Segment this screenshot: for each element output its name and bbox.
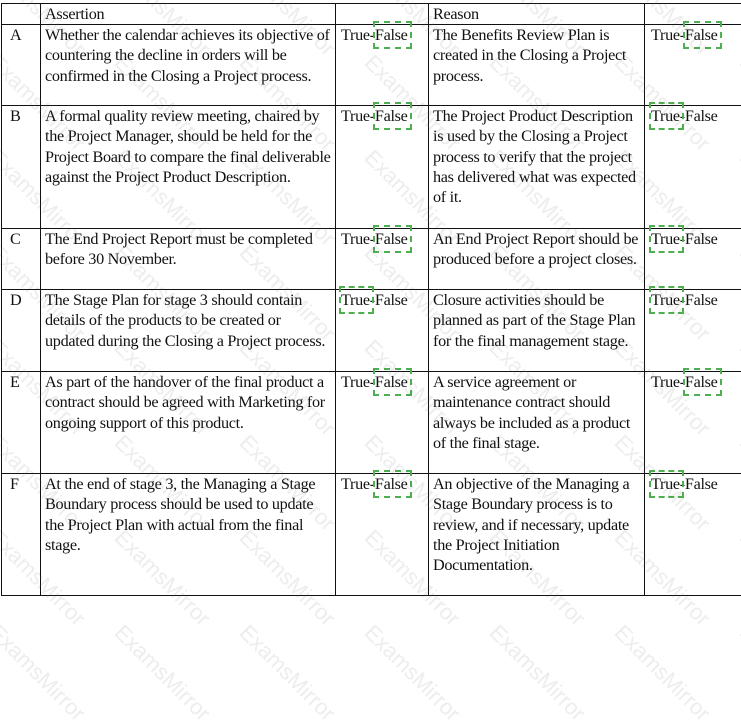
assertion-text: The Stage Plan for stage 3 should contai… (41, 290, 336, 372)
assertion-text: At the end of stage 3, the Managing a St… (41, 474, 336, 596)
assertion-text: A formal quality review meeting, chaired… (41, 106, 336, 229)
reason-text: An End Project Report should be produced… (429, 229, 645, 290)
row-letter: B (2, 106, 41, 229)
option-false[interactable]: False (375, 372, 408, 392)
option-true[interactable]: True (341, 474, 370, 494)
option-true[interactable]: True (341, 25, 370, 45)
assertion-text: The End Project Report must be completed… (41, 229, 336, 290)
option-false[interactable]: False (375, 229, 408, 249)
header-row: Assertion Reason (2, 4, 741, 25)
assertion-answer: True-False (336, 106, 429, 229)
option-false[interactable]: False (375, 290, 408, 310)
option-true[interactable]: True (341, 229, 370, 249)
option-false[interactable]: False (685, 106, 718, 126)
option-true[interactable]: True (341, 372, 370, 392)
watermark-text: ExamsMirror (0, 620, 91, 726)
option-false[interactable]: False (685, 290, 718, 310)
option-true[interactable]: True (651, 372, 680, 392)
watermark-text: ExamsMirror (234, 620, 341, 726)
assertion-text: As part of the handover of the final pro… (41, 372, 336, 474)
true-false-choice[interactable]: True-False (651, 372, 718, 392)
header-assertion: Assertion (41, 4, 336, 25)
reason-answer: True-False (645, 372, 741, 474)
option-true[interactable]: True (651, 474, 680, 494)
option-false[interactable]: False (375, 25, 408, 45)
table-row: D The Stage Plan for stage 3 should cont… (2, 290, 741, 372)
assertion-text: Whether the calendar achieves its object… (41, 25, 336, 106)
table-row: B A formal quality review meeting, chair… (2, 106, 741, 229)
table-row: F At the end of stage 3, the Managing a … (2, 474, 741, 596)
reason-text: The Project Product Description is used … (429, 106, 645, 229)
reason-answer: True-False (645, 474, 741, 596)
reason-answer: True-False (645, 25, 741, 106)
assertion-reason-table: Assertion Reason A Whether the calendar … (1, 3, 741, 596)
assertion-answer: True-False (336, 474, 429, 596)
option-true[interactable]: True (651, 106, 680, 126)
reason-answer: True-False (645, 229, 741, 290)
row-letter: A (2, 25, 41, 106)
reason-answer: True-False (645, 106, 741, 229)
assertion-answer: True-False (336, 372, 429, 474)
option-true[interactable]: True (651, 290, 680, 310)
true-false-choice[interactable]: True-False (341, 25, 408, 45)
option-false[interactable]: False (685, 372, 718, 392)
option-true[interactable]: True (341, 106, 370, 126)
watermark-text: ExamsMirror (484, 620, 591, 726)
option-false[interactable]: False (375, 106, 408, 126)
option-false[interactable]: False (375, 474, 408, 494)
true-false-choice[interactable]: True-False (651, 229, 718, 249)
true-false-choice[interactable]: True-False (341, 229, 408, 249)
option-true[interactable]: True (651, 229, 680, 249)
table-row: C The End Project Report must be complet… (2, 229, 741, 290)
watermark-text: ExamsMirror (734, 620, 741, 726)
row-letter: E (2, 372, 41, 474)
true-false-choice[interactable]: True-False (651, 25, 718, 45)
reason-text: A service agreement or maintenance contr… (429, 372, 645, 474)
true-false-choice[interactable]: True-False (341, 372, 408, 392)
true-false-choice[interactable]: True-False (651, 106, 718, 126)
true-false-choice[interactable]: True-False (341, 474, 408, 494)
true-false-choice[interactable]: True-False (651, 474, 718, 494)
header-letter (2, 4, 41, 25)
watermark-text: ExamsMirror (359, 620, 466, 726)
watermark-text: ExamsMirror (609, 620, 716, 726)
assertion-answer: True-False (336, 290, 429, 372)
row-letter: C (2, 229, 41, 290)
reason-answer: True-False (645, 290, 741, 372)
header-reason: Reason (429, 4, 645, 25)
option-false[interactable]: False (685, 25, 718, 45)
true-false-choice[interactable]: True-False (651, 290, 718, 310)
option-true[interactable]: True (341, 290, 370, 310)
option-false[interactable]: False (685, 474, 718, 494)
assertion-answer: True-False (336, 229, 429, 290)
row-letter: F (2, 474, 41, 596)
option-false[interactable]: False (685, 229, 718, 249)
true-false-choice[interactable]: True-False (341, 290, 408, 310)
option-true[interactable]: True (651, 25, 680, 45)
reason-text: An objective of the Managing a Stage Bou… (429, 474, 645, 596)
watermark-text: ExamsMirror (109, 620, 216, 726)
table-row: A Whether the calendar achieves its obje… (2, 25, 741, 106)
assertion-answer: True-False (336, 25, 429, 106)
table-row: E As part of the handover of the final p… (2, 372, 741, 474)
row-letter: D (2, 290, 41, 372)
reason-text: Closure activities should be planned as … (429, 290, 645, 372)
true-false-choice[interactable]: True-False (341, 106, 408, 126)
reason-text: The Benefits Review Plan is created in t… (429, 25, 645, 106)
